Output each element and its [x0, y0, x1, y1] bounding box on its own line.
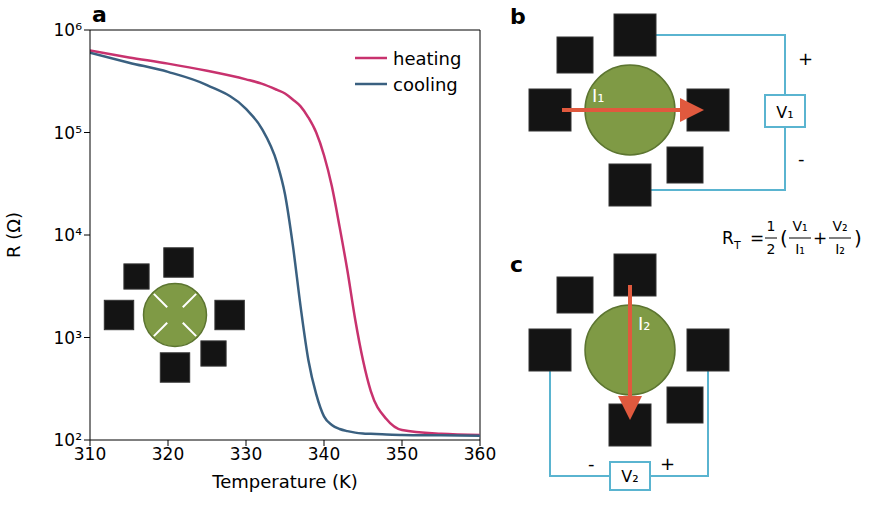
- svg-text:10⁵: 10⁵: [54, 123, 82, 143]
- svg-text:10²: 10²: [54, 430, 82, 450]
- svg-text:360: 360: [464, 444, 496, 464]
- svg-text:10³: 10³: [54, 328, 82, 348]
- svg-text:350: 350: [386, 444, 418, 464]
- svg-text:I₂: I₂: [835, 241, 845, 257]
- svg-text:10⁶: 10⁶: [54, 20, 83, 40]
- html-text:a: a: [92, 2, 107, 27]
- svg-text:-: -: [588, 453, 595, 474]
- svg-text:V₁: V₁: [776, 103, 793, 122]
- svg-text:=: =: [750, 228, 764, 248]
- svg-text:V₂: V₂: [832, 218, 847, 234]
- svg-text:I₁: I₁: [795, 241, 805, 257]
- svg-text:10⁴: 10⁴: [54, 225, 83, 245]
- svg-text:310: 310: [73, 444, 107, 465]
- html-text:cooling: cooling: [393, 73, 458, 95]
- svg-text:(: (: [780, 226, 788, 250]
- svg-text:340: 340: [308, 444, 340, 464]
- svg-text:R (Ω): R (Ω): [3, 212, 24, 258]
- svg-text:-: -: [798, 148, 805, 169]
- svg-text:1: 1: [767, 218, 776, 234]
- svg-text:T: T: [733, 239, 741, 252]
- svg-text:320: 320: [152, 444, 184, 464]
- svg-text:c: c: [510, 252, 523, 277]
- svg-text:Temperature (K): Temperature (K): [211, 471, 358, 492]
- svg-text:V₁: V₁: [792, 218, 807, 234]
- svg-text:b: b: [510, 4, 526, 29]
- svg-text:2: 2: [767, 241, 776, 257]
- svg-text:): ): [854, 226, 862, 250]
- svg-text:330: 330: [230, 444, 262, 464]
- svg-text:V₂: V₂: [621, 467, 638, 486]
- svg-text:+: +: [660, 453, 675, 474]
- svg-text:+: +: [813, 228, 827, 248]
- svg-text:+: +: [798, 48, 813, 69]
- svg-text:R: R: [722, 228, 734, 248]
- html-text:heating: heating: [393, 47, 462, 69]
- svg-text:I₂: I₂: [638, 313, 651, 334]
- svg-text:I₁: I₁: [592, 85, 605, 106]
